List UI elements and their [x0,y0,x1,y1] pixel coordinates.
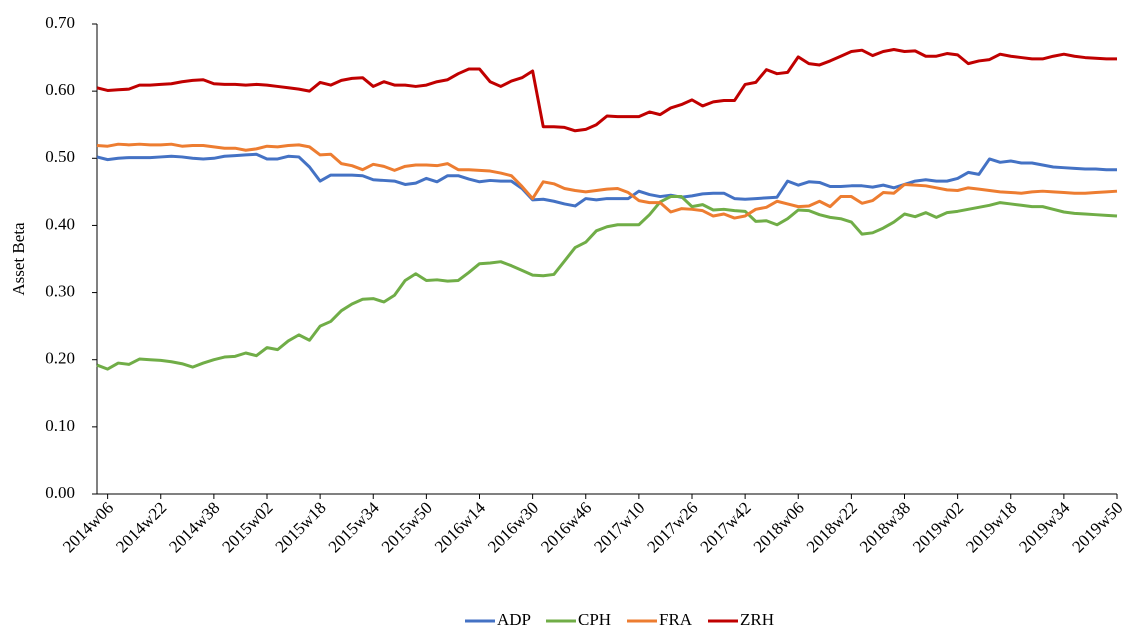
x-tick-label: 2016w46 [537,498,595,556]
legend-label: ZRH [740,610,774,629]
x-tick-label: 2014w38 [165,498,223,556]
x-tick-label: 2017w10 [590,498,648,556]
y-tick-label: 0.10 [45,416,75,435]
x-tick-label: 2017w26 [643,498,701,556]
x-tick-label: 2019w34 [1015,498,1074,557]
x-tick-label: 2018w38 [856,498,914,556]
y-tick-label: 0.00 [45,483,75,502]
x-tick-label: 2019w02 [909,498,967,556]
legend: ADP CPH FRA ZRH [465,610,774,629]
x-tick-label: 2017w42 [697,498,755,556]
y-tick-label: 0.50 [45,147,75,166]
legend-label: CPH [578,610,611,629]
x-tick-label: 2014w06 [59,498,117,556]
x-tick-label: 2015w50 [378,498,436,556]
x-tick-label: 2018w22 [803,498,861,556]
y-tick-label: 0.30 [45,281,75,300]
x-tick-label: 2018w06 [750,498,808,556]
x-tick-label: 2016w30 [484,498,542,556]
y-tick-label: 0.60 [45,80,75,99]
series-line [96,152,1117,208]
x-tick-label: 2016w14 [431,498,490,557]
y-tick-label: 0.40 [45,214,75,233]
series-line [96,48,1117,133]
y-tick-label: 0.20 [45,349,75,368]
x-tick-label: 2014w22 [112,498,170,556]
series-line [96,195,1118,371]
series-line [96,142,1118,220]
x-tick-label: 2015w02 [218,498,276,556]
x-tick-label: 2015w34 [325,498,384,557]
x-tick-label: 2019w18 [962,498,1020,556]
x-tick-label: 2019w50 [1068,498,1122,556]
y-tick-label: 0.70 [45,13,75,32]
x-tick-label: 2015w18 [272,498,330,556]
y-axis-label: Asset Beta [9,222,28,296]
legend-label: ADP [497,610,531,629]
legend-label: FRA [659,610,693,629]
